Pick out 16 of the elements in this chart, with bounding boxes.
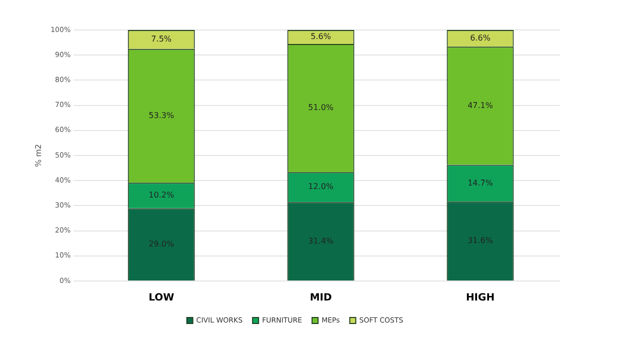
y-axis-title: % m2 (34, 144, 43, 168)
data-label: 7.5% (151, 34, 172, 44)
data-label: 31.6% (468, 236, 494, 246)
x-tick-label: LOW (148, 292, 174, 304)
data-label: 31.4% (308, 236, 334, 246)
data-label: 12.0% (308, 182, 334, 192)
data-label: 14.7% (468, 178, 494, 188)
data-label: 29.0% (148, 239, 174, 248)
data-label: 51.0% (308, 103, 334, 112)
data-label: 10.2% (148, 190, 174, 200)
data-label: 6.6% (470, 33, 491, 42)
data-label: 53.3% (148, 110, 174, 120)
data-label: 47.1% (468, 100, 494, 110)
x-tick-label: MID (310, 292, 332, 304)
x-tick-label: HIGH (466, 292, 495, 304)
data-label: 5.6% (310, 32, 332, 42)
